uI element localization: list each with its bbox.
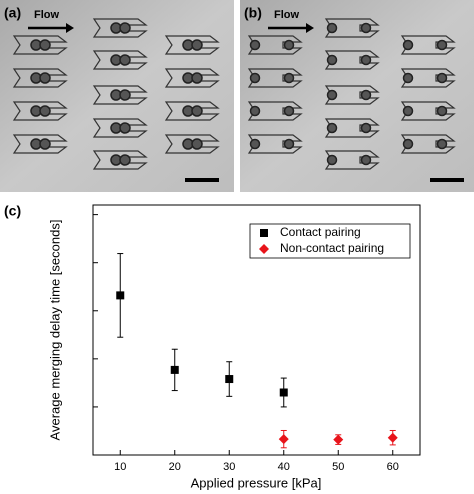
x-axis-label: Applied pressure [kPa] [191,475,322,490]
panel-label: (a) [4,5,21,21]
trap [92,118,148,138]
scale-bar [430,178,464,182]
marker [333,434,344,445]
flow-label: Flow [34,9,59,21]
marker [170,365,179,374]
cell [191,72,203,84]
cell [119,89,131,101]
cell [39,39,51,51]
cell [326,89,338,101]
trap [92,85,148,105]
legend-marker [260,229,268,237]
trap [12,101,68,121]
cell [436,39,448,51]
cell [326,154,338,166]
trap [92,18,148,38]
cell [283,105,295,117]
cell [402,39,414,51]
x-tick-label: 50 [332,461,344,473]
legend [249,223,411,259]
marker [225,375,234,384]
x-tick-label: 20 [169,461,181,473]
x-tick-label: 60 [387,461,399,473]
panel-label: (b) [244,5,262,21]
panel-label: (c) [4,203,21,219]
micrograph-b [240,0,474,192]
cell [436,72,448,84]
trap [12,35,68,55]
cell [39,72,51,84]
cell [191,138,203,150]
marker [116,291,125,300]
cell [39,138,51,150]
cell [191,39,203,51]
trap [12,68,68,88]
trap [164,35,220,55]
scale-bar [185,178,219,182]
flow-arrow-head [306,23,314,33]
cell [436,105,448,117]
cell [191,105,203,117]
cell [249,72,261,84]
legend-marker [259,244,269,254]
flow-label: Flow [274,9,299,21]
traps [12,18,456,170]
cell [119,54,131,66]
flow-arrow-head [66,23,74,33]
cell [360,154,372,166]
marker [279,388,288,397]
cell [326,122,338,134]
cell [249,138,261,150]
legend-label: Contact pairing [280,225,361,239]
cell [119,22,131,34]
x-tick-label: 10 [114,461,126,473]
x-tick-label: 30 [223,461,235,473]
cell [402,105,414,117]
cell [360,122,372,134]
trap [164,134,220,154]
trap [92,50,148,70]
cell [119,122,131,134]
cell [360,22,372,34]
cell [360,54,372,66]
legend-label: Non-contact pairing [280,241,384,255]
trap [164,101,220,121]
cell [283,72,295,84]
plot-frame [92,204,421,456]
marker [278,434,289,445]
cell [402,72,414,84]
trap [164,68,220,88]
cell [326,54,338,66]
marker [387,432,398,443]
cell [119,154,131,166]
cell [249,105,261,117]
cell [360,89,372,101]
cell [249,39,261,51]
y-axis-label: Average merging delay time [seconds] [47,220,62,441]
trap [92,150,148,170]
cell [283,138,295,150]
cell [326,22,338,34]
x-tick-label: 40 [278,461,290,473]
trap [12,134,68,154]
cell [39,105,51,117]
cell [436,138,448,150]
cell [283,39,295,51]
cell [402,138,414,150]
